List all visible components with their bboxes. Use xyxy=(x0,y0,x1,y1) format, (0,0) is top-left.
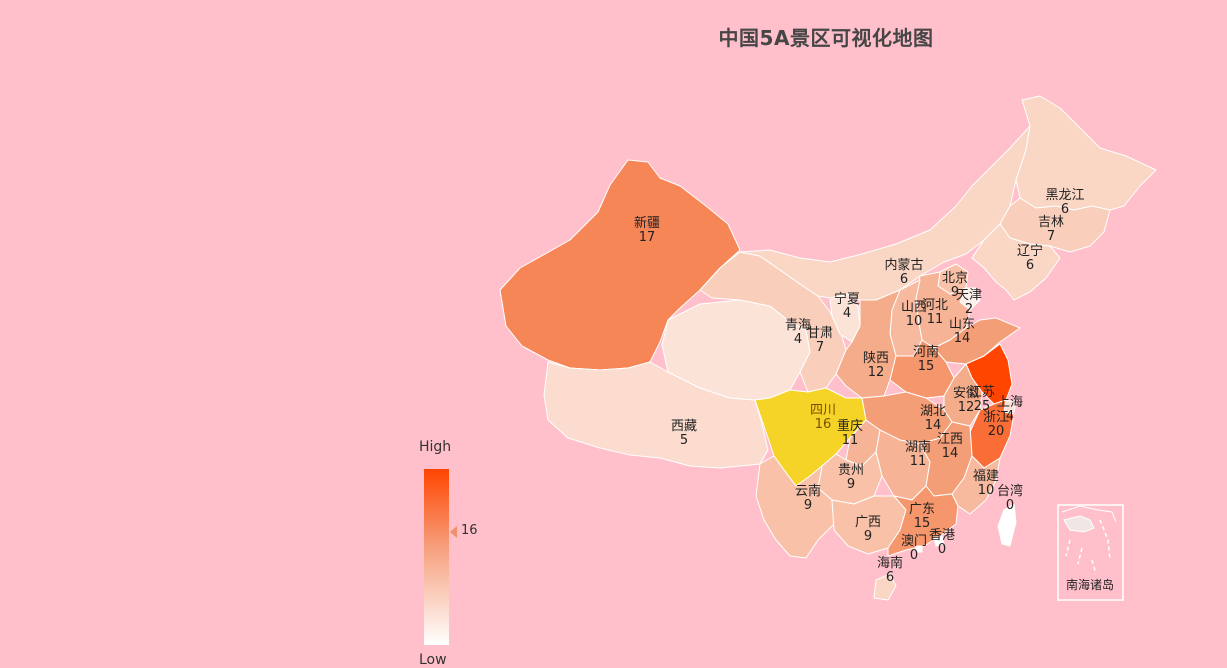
region-label: 江西 xyxy=(937,432,963,447)
region-label: 湖南 xyxy=(905,439,931,455)
region-value-label: 7 xyxy=(816,340,824,355)
region-label: 江苏 xyxy=(969,384,995,400)
region-香港[interactable] xyxy=(933,535,945,547)
region-黑龙江[interactable] xyxy=(1015,95,1157,211)
region-value-label: 12 xyxy=(958,400,975,415)
region-label: 内蒙古 xyxy=(884,257,923,273)
region-label: 香港 xyxy=(929,528,955,543)
region-value-label: 14 xyxy=(942,446,959,461)
region-label: 澳门 xyxy=(901,533,927,549)
region-value-label: 14 xyxy=(954,331,971,346)
region-辽宁[interactable] xyxy=(971,223,1061,301)
region-value-label: 15 xyxy=(918,359,935,374)
region-label: 宁夏 xyxy=(834,291,860,307)
region-label: 河北 xyxy=(922,298,948,313)
region-label: 广东 xyxy=(909,502,935,517)
region-value-label: 6 xyxy=(886,570,894,585)
region-label: 西藏 xyxy=(671,419,697,434)
region-label: 黑龙江 xyxy=(1045,188,1084,203)
region-value-label: 10 xyxy=(978,483,995,498)
region-value-label: 4 xyxy=(843,306,851,321)
region-value-label: 6 xyxy=(900,272,908,287)
region-value-label: 0 xyxy=(1006,498,1014,513)
visual-map-bar[interactable] xyxy=(424,469,449,645)
region-value-label: 2 xyxy=(965,302,973,317)
region-台湾[interactable] xyxy=(997,503,1017,547)
region-value-label: 9 xyxy=(864,529,872,544)
region-value-label: 0 xyxy=(910,548,918,563)
region-label: 青海 xyxy=(785,318,811,333)
region-value-label: 7 xyxy=(1047,229,1055,244)
visual-map-indicator[interactable] xyxy=(450,526,457,539)
visual-map-indicator-value: 16 xyxy=(461,523,478,539)
region-山东[interactable] xyxy=(933,317,1021,365)
region-label: 海南 xyxy=(877,555,903,571)
region-label: 贵州 xyxy=(838,463,864,478)
region-value-label: 9 xyxy=(847,477,855,492)
region-value-label: 6 xyxy=(1026,258,1034,273)
region-value-label: 11 xyxy=(842,433,859,448)
region-label: 新疆 xyxy=(634,215,660,231)
region-label: 北京 xyxy=(942,271,968,286)
region-value-label: 25 xyxy=(974,399,991,414)
region-label: 甘肃 xyxy=(807,326,833,341)
region-value-label: 9 xyxy=(804,498,812,513)
region-value-label: 15 xyxy=(914,516,931,531)
region-label: 台湾 xyxy=(997,483,1023,499)
region-label: 天津 xyxy=(956,288,982,303)
region-value-label: 9 xyxy=(951,285,959,300)
region-label: 上海 xyxy=(997,395,1023,410)
region-海南[interactable] xyxy=(873,573,897,601)
region-value-label: 10 xyxy=(906,314,923,329)
region-label: 广西 xyxy=(855,515,881,530)
region-label: 山西 xyxy=(901,300,927,315)
region-西藏[interactable] xyxy=(543,361,769,469)
region-label: 河南 xyxy=(913,344,939,360)
region-澳门[interactable] xyxy=(915,545,923,553)
region-label: 辽宁 xyxy=(1017,243,1043,259)
region-label: 浙江 xyxy=(983,410,1009,425)
region-value-label: 4 xyxy=(794,332,802,347)
region-label: 吉林 xyxy=(1038,215,1064,230)
region-label: 云南 xyxy=(795,483,821,499)
map-title: 中国5A景区可视化地图 xyxy=(718,26,934,50)
region-label: 陕西 xyxy=(863,351,889,366)
region-value-label: 0 xyxy=(938,542,946,557)
region-value-label: 11 xyxy=(927,312,944,327)
region-value-label: 6 xyxy=(1061,202,1069,217)
region-value-label: 11 xyxy=(910,454,927,469)
region-value-label: 4 xyxy=(1006,409,1014,424)
region-value-label: 16 xyxy=(815,417,832,432)
region-label: 四川 xyxy=(810,403,836,418)
region-value-label: 12 xyxy=(868,365,885,380)
region-label: 重庆 xyxy=(837,418,863,434)
region-label: 湖北 xyxy=(920,404,946,419)
legend-high-label: High xyxy=(419,439,452,455)
region-label: 山东 xyxy=(949,317,975,332)
region-label: 安徽 xyxy=(953,386,979,401)
inset-label: 南海诸岛 xyxy=(1066,577,1114,592)
region-label: 福建 xyxy=(973,469,999,484)
legend-low-label: Low xyxy=(419,652,447,668)
region-value-label: 14 xyxy=(925,418,942,433)
region-value-label: 20 xyxy=(988,424,1005,439)
south-china-sea-inset: 南海诸岛 xyxy=(1057,504,1124,601)
region-value-label: 5 xyxy=(680,433,688,448)
region-value-label: 17 xyxy=(639,230,656,245)
